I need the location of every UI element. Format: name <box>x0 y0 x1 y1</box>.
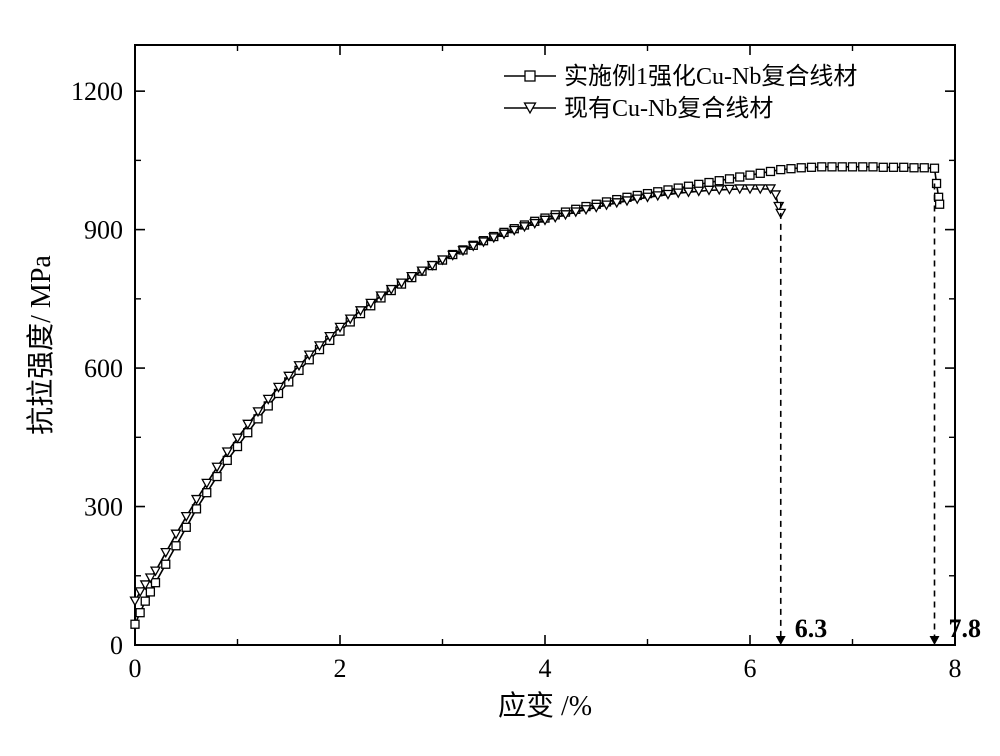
square-marker <box>767 167 775 175</box>
x-tick-label: 8 <box>949 654 962 683</box>
square-marker <box>726 175 734 183</box>
square-marker <box>131 620 139 628</box>
square-marker <box>172 542 180 550</box>
square-marker <box>859 163 867 171</box>
triangle-down-marker <box>771 191 780 199</box>
square-marker <box>146 588 154 596</box>
y-tick-label: 1200 <box>71 77 123 106</box>
square-marker <box>525 71 535 81</box>
y-tick-label: 900 <box>84 216 123 245</box>
square-marker <box>234 443 242 451</box>
series-markers <box>131 185 786 605</box>
square-marker <box>890 163 898 171</box>
y-axis-label: 抗拉强度/ MPa <box>25 255 57 435</box>
square-marker <box>818 163 826 171</box>
drop-label: 7.8 <box>949 614 982 643</box>
triangle-down-marker <box>182 513 191 521</box>
square-marker <box>705 179 713 187</box>
square-marker <box>715 177 723 185</box>
stress-strain-chart: 0 2 4 6 8 0 300 600 900 1200 应变 /% 抗拉强度/ MPa 6.3 7.8 实… <box>0 0 1000 756</box>
square-marker <box>777 166 785 174</box>
square-marker <box>152 579 160 587</box>
plot-border <box>135 45 955 645</box>
arrowhead-down-icon <box>930 636 940 645</box>
square-marker <box>849 163 857 171</box>
square-marker <box>931 164 939 172</box>
square-marker <box>736 173 744 181</box>
x-axis-label: 应变 /% <box>498 690 592 722</box>
square-marker <box>910 164 918 172</box>
y-tick-label: 0 <box>110 631 123 660</box>
square-marker <box>162 560 170 568</box>
triangle-down-marker <box>131 597 140 605</box>
triangle-down-marker <box>136 588 145 596</box>
square-marker <box>838 163 846 171</box>
square-marker <box>787 165 795 173</box>
drop-label: 6.3 <box>795 614 828 643</box>
square-marker <box>136 609 144 617</box>
square-marker <box>936 200 944 208</box>
square-marker <box>746 171 754 179</box>
square-marker <box>869 163 877 171</box>
square-marker <box>182 523 190 531</box>
square-marker <box>193 505 201 513</box>
legend-label: 实施例1强化Cu-Nb复合线材 <box>564 63 857 90</box>
square-marker <box>879 163 887 171</box>
square-marker <box>808 163 816 171</box>
x-tick-label: 0 <box>129 654 142 683</box>
square-marker <box>244 429 252 437</box>
legend-label: 现有Cu-Nb复合线材 <box>564 95 773 122</box>
square-marker <box>141 597 149 605</box>
square-marker <box>756 169 764 177</box>
y-tick-label: 300 <box>84 493 123 522</box>
arrowhead-down-icon <box>776 636 786 645</box>
x-tick-label: 6 <box>744 654 757 683</box>
square-marker <box>828 163 836 171</box>
x-tick-label: 2 <box>334 654 347 683</box>
y-tick-label: 600 <box>84 354 123 383</box>
square-marker <box>213 473 221 481</box>
x-tick-label: 4 <box>539 654 552 683</box>
triangle-down-marker <box>161 549 170 557</box>
series-markers <box>131 163 944 628</box>
square-marker <box>900 163 908 171</box>
square-marker <box>797 164 805 172</box>
triangle-down-marker <box>172 530 181 538</box>
chart-container: 0 2 4 6 8 0 300 600 900 1200 应变 /% 抗拉强度/ MPa 6.3 7.8 实… <box>0 0 1000 756</box>
square-marker <box>920 164 928 172</box>
square-marker <box>203 489 211 497</box>
series-line <box>135 167 940 624</box>
